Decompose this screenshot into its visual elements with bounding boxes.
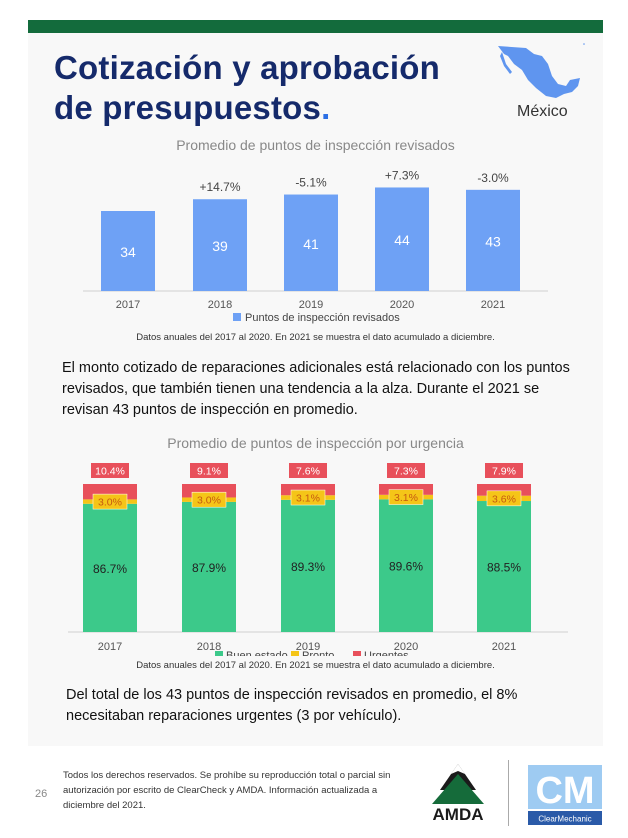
chart2-x-tick: 2019 <box>296 641 320 653</box>
chart2-segment-urgentes <box>477 484 531 496</box>
chart2-segment-urgentes <box>281 484 335 496</box>
page-panel: Cotización y aprobación de presupuestos.… <box>28 20 603 746</box>
chart2-label-box-pronto <box>290 489 326 506</box>
chart2-label-urgentes: 9.1% <box>197 466 221 478</box>
chart2-label-pronto: 3.0% <box>197 495 221 507</box>
chart2-segment-buen-estado <box>281 499 335 632</box>
title-line-2: de presupuestos <box>54 89 322 126</box>
chart2-label-box-urgentes <box>190 463 228 478</box>
chart2-label-urgentes: 7.9% <box>492 466 516 478</box>
chart1-legend-swatch <box>233 313 241 321</box>
chart2-label-buen-estado: 88.5% <box>487 561 521 575</box>
footer-legal-text: Todos los derechos reservados. Se prohíb… <box>63 770 391 811</box>
chart1-value-label: 44 <box>394 232 410 248</box>
chart2-label-urgentes: 7.6% <box>296 466 320 478</box>
chart1-source-note: Datos anuales del 2017 al 2020. En 2021 … <box>136 332 495 343</box>
chart2-label-buen-estado: 89.3% <box>291 560 325 574</box>
logo-divider <box>508 760 509 826</box>
cm-logo-caption: ClearMechanic <box>538 815 591 824</box>
chart1-value-label: 34 <box>120 244 136 260</box>
chart1-value-label: 39 <box>212 238 228 254</box>
clearmechanic-logo: CM ClearMechanic <box>528 765 602 825</box>
paragraph-1: El monto cotizado de reparaciones adicio… <box>62 360 570 418</box>
chart2-label-box-urgentes <box>485 463 523 478</box>
chart2-segment-buen-estado <box>182 501 236 632</box>
chart2-label-pronto: 3.6% <box>492 493 516 505</box>
chart2-label-pronto: 3.0% <box>98 497 122 509</box>
chart2-label-pronto: 3.1% <box>394 492 418 504</box>
chart2-legend-swatch <box>353 651 361 656</box>
chart1-change-label: +7.3% <box>385 168 420 182</box>
chart1-x-tick: 2020 <box>390 299 414 311</box>
chart1-x-tick: 2019 <box>299 299 323 311</box>
cm-logo-text: CM <box>535 770 594 812</box>
chart2-source-note: Datos anuales del 2017 al 2020. En 2021 … <box>136 660 495 671</box>
top-accent-bar <box>28 20 603 33</box>
amda-logo: AMDA <box>432 764 484 824</box>
chart2-x-tick: 2020 <box>394 641 418 653</box>
chart2-svg: 86.7% 3.0% 10.4% 2017 87.9% 3.0% 9.1% 2018 89.3%… <box>68 463 568 656</box>
chart2-label-box-urgentes <box>289 463 327 478</box>
paragraph-2: Del total de los 43 puntos de inspección… <box>66 687 518 724</box>
chart1-x-tick: 2017 <box>116 299 140 311</box>
chart2-label-buen-estado: 86.7% <box>93 562 127 576</box>
chart1-x-tick: 2021 <box>481 299 505 311</box>
chart2-label-box-pronto <box>388 489 424 505</box>
chart2-legend-swatch <box>215 651 223 656</box>
amda-logo-text: AMDA <box>433 805 484 824</box>
chart2-segment-buen-estado <box>83 503 137 632</box>
chart1-x-tick: 2018 <box>208 299 232 311</box>
chart1-change-label: +14.7% <box>199 180 240 194</box>
chart2-label-buen-estado: 87.9% <box>192 561 226 575</box>
chart2-legend-label: Pronto <box>302 650 334 656</box>
chart2-label-urgentes: 10.4% <box>95 466 125 478</box>
chart2-label-pronto: 3.1% <box>296 493 320 505</box>
chart2-label-box-pronto <box>191 491 227 508</box>
chart2-label-urgentes: 7.3% <box>394 466 418 478</box>
chart2-legend-swatch <box>291 651 299 656</box>
chart1-bar-2020 <box>375 187 429 291</box>
chart1-svg: 34 2017 39 +14.7% 2018 41 -5.1% 2019 44 +7.3% 2020… <box>83 168 548 324</box>
chart2-label-box-pronto <box>486 490 522 507</box>
chart2-label-box-urgentes <box>91 463 129 478</box>
chart2-legend-label: Urgentes <box>364 650 409 656</box>
chart1-value-label: 41 <box>303 236 319 252</box>
mexico-map-icon <box>498 43 585 98</box>
chart2-segment-buen-estado <box>477 501 531 632</box>
chart1-bar-2018 <box>193 199 247 291</box>
chart1-title: Promedio de puntos de inspección revisad… <box>176 137 455 153</box>
title-dot: . <box>321 89 331 126</box>
chart1-legend-label: Puntos de inspección revisados <box>245 312 400 324</box>
chart2-label-buen-estado: 89.6% <box>389 560 423 574</box>
page-number: 26 <box>35 788 48 800</box>
chart1-bar-2017 <box>101 211 155 291</box>
title-line-1: Cotización y aprobación <box>54 49 440 86</box>
chart2-label-box-pronto <box>92 493 128 510</box>
chart1-value-label: 43 <box>485 233 501 249</box>
chart1-bar-2019 <box>284 194 338 291</box>
chart2-segment-buen-estado <box>379 499 433 632</box>
chart2-title: Promedio de puntos de inspección por urg… <box>167 435 464 451</box>
chart1-change-label: -5.1% <box>295 176 327 190</box>
country-label: México <box>517 103 568 120</box>
chart2-legend-label: Buen estado <box>226 650 288 656</box>
chart2-label-box-urgentes <box>387 463 425 478</box>
page-title: Cotización y aprobación de presupuestos. <box>54 48 440 128</box>
chart1-bar-2021 <box>466 189 520 291</box>
chart1-change-label: -3.0% <box>477 171 509 185</box>
chart2-x-tick: 2021 <box>492 641 516 653</box>
chart2-x-tick: 2018 <box>197 641 221 653</box>
chart2-x-tick: 2017 <box>98 641 122 653</box>
